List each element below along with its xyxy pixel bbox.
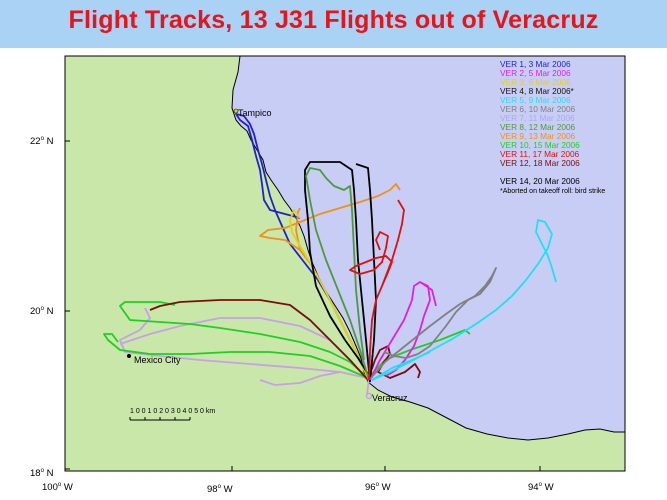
city-label-mexico-city: Mexico City <box>134 355 181 365</box>
lon-label-96: 96o W <box>365 482 391 493</box>
legend-entry-ver-7: VER 7, 11 Mar 2006 <box>500 113 575 123</box>
legend-entry-ver-6: VER 6, 10 Mar 2006 <box>500 104 576 114</box>
lon-label-94: 94o W <box>528 482 554 493</box>
lat-label-22: 22o N <box>30 136 54 147</box>
lat-label-18: 18o N <box>30 468 54 479</box>
legend-entry-ver-5: VER 5, 9 Mar 2006 <box>500 95 571 105</box>
legend-entry-ver-12: VER 12, 18 Mar 2006 <box>500 158 580 168</box>
track-ver-14 <box>304 161 377 383</box>
track-ver-2 <box>369 281 437 381</box>
legend-entry-ver-14: VER 14, 20 Mar 2006 <box>500 176 580 186</box>
city-markers <box>127 108 373 400</box>
legend-entry-ver-4: VER 4, 8 Mar 2006* <box>500 86 575 96</box>
legend-entry-ver-3: VER 3, 6 Mar 2006 <box>500 77 571 87</box>
veracruz-marker <box>365 392 373 400</box>
legend-entry-ver-11: VER 11, 17 Mar 2006 <box>500 149 580 159</box>
scale-bar: 1 0 0 1 0 2 0 3 0 4 0 5 0 km <box>129 408 215 421</box>
legend-entry-ver-2: VER 2, 5 Mar 2006 <box>500 68 571 78</box>
map-frame <box>64 55 626 472</box>
city-label-veracruz: Veracruz <box>372 393 408 403</box>
flight-map: 22o N 20o N 18o N 100o W 98o W 96o W 94o… <box>30 55 626 495</box>
flight-tracks <box>103 113 557 396</box>
legend-entry-ver-10: VER 10, 15 Mar 2006 <box>500 140 580 150</box>
legend-note: *Aborted on takeoff roll: bird strike <box>500 188 605 195</box>
title-banner: Flight Tracks, 13 J31 Flights out of Ver… <box>0 0 667 48</box>
land-mass <box>64 55 626 472</box>
city-label-tampico: Tampico <box>238 108 272 118</box>
legend-entry-ver-8: VER 8, 12 Mar 2006 <box>500 122 576 132</box>
track-ver-6 <box>370 267 497 379</box>
lon-label-98: 98o W <box>207 484 233 495</box>
legend-entry-ver-9: VER 9, 13 Mar 2006 <box>500 131 576 141</box>
mexico-city-marker <box>127 354 131 358</box>
lat-label-20: 20o N <box>30 306 54 317</box>
scale-bar-label: 1 0 0 1 0 2 0 3 0 4 0 5 0 km <box>130 408 215 415</box>
legend-entry-ver-1: VER 1, 3 Mar 2006 <box>500 59 571 69</box>
axis-ticks <box>65 140 541 471</box>
lon-label-100: 100o W <box>42 482 73 493</box>
track-ver-11 <box>349 199 405 381</box>
track-ver-3 <box>289 209 370 381</box>
legend: VER 1, 3 Mar 2006 VER 2, 5 Mar 2006 VER … <box>500 59 605 195</box>
track-ver-8 <box>305 167 370 381</box>
tampico-marker <box>233 108 239 114</box>
track-ver-5 <box>371 219 557 381</box>
track-ver-7 <box>119 307 370 396</box>
page-title: Flight Tracks, 13 J31 Flights out of Ver… <box>68 6 599 34</box>
